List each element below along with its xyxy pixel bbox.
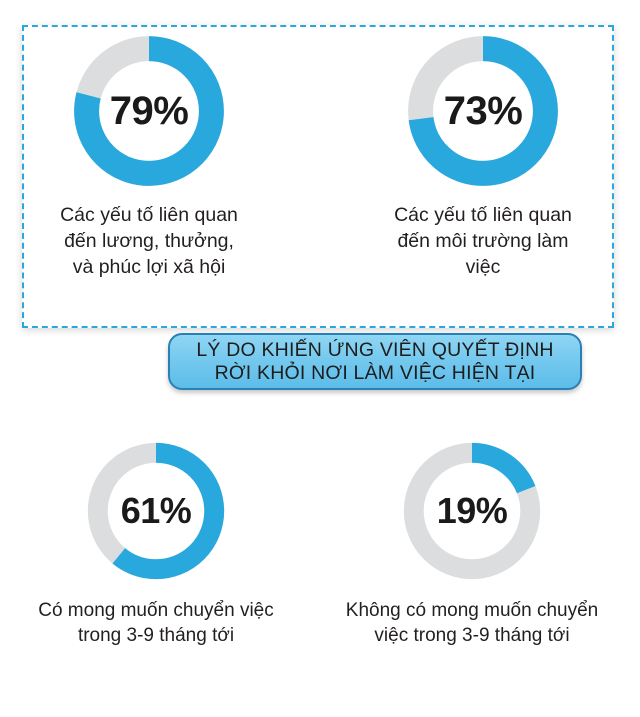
donut-chart-not-wants-to-move: 19% (401, 440, 543, 582)
section-banner: LÝ DO KHIẾN ỨNG VIÊN QUYẾT ĐỊNH RỜI KHỎI… (168, 333, 582, 390)
donut-value-arc (408, 36, 558, 186)
stat-not-wants-to-move: 19% Không có mong muốn chuyển việc trong… (322, 440, 622, 649)
section-banner-title: LÝ DO KHIẾN ỨNG VIÊN QUYẾT ĐỊNH RỜI KHỎI… (196, 338, 554, 384)
stat-caption: Các yếu tố liên quan đến lương, thưởng, … (60, 204, 238, 278)
stat-wants-to-move: 61% Có mong muốn chuyển việc trong 3-9 t… (6, 440, 306, 649)
donut-value-label: 19% (436, 490, 508, 531)
donut-value-arc (403, 442, 541, 580)
stat-work-environment: 73% Các yếu tố liên quan đến môi trường … (358, 33, 608, 281)
donut-chart-salary: 79% (71, 33, 227, 189)
donut-chart-work-environment: 73% (405, 33, 561, 189)
stat-caption: Có mong muốn chuyển việc trong 3-9 tháng… (38, 600, 274, 647)
donut-value-label: 73% (443, 89, 523, 133)
donut-value-label: 79% (109, 89, 189, 133)
stat-caption: Không có mong muốn chuyển việc trong 3-9… (345, 600, 599, 647)
donut-value-arc (87, 442, 225, 580)
donut-value-arc (74, 36, 224, 186)
donut-value-label: 61% (120, 490, 192, 531)
stat-caption: Các yếu tố liên quan đến môi trường làm … (394, 204, 572, 278)
donut-chart-wants-to-move: 61% (85, 440, 227, 582)
stat-salary: 79% Các yếu tố liên quan đến lương, thưở… (24, 33, 274, 281)
